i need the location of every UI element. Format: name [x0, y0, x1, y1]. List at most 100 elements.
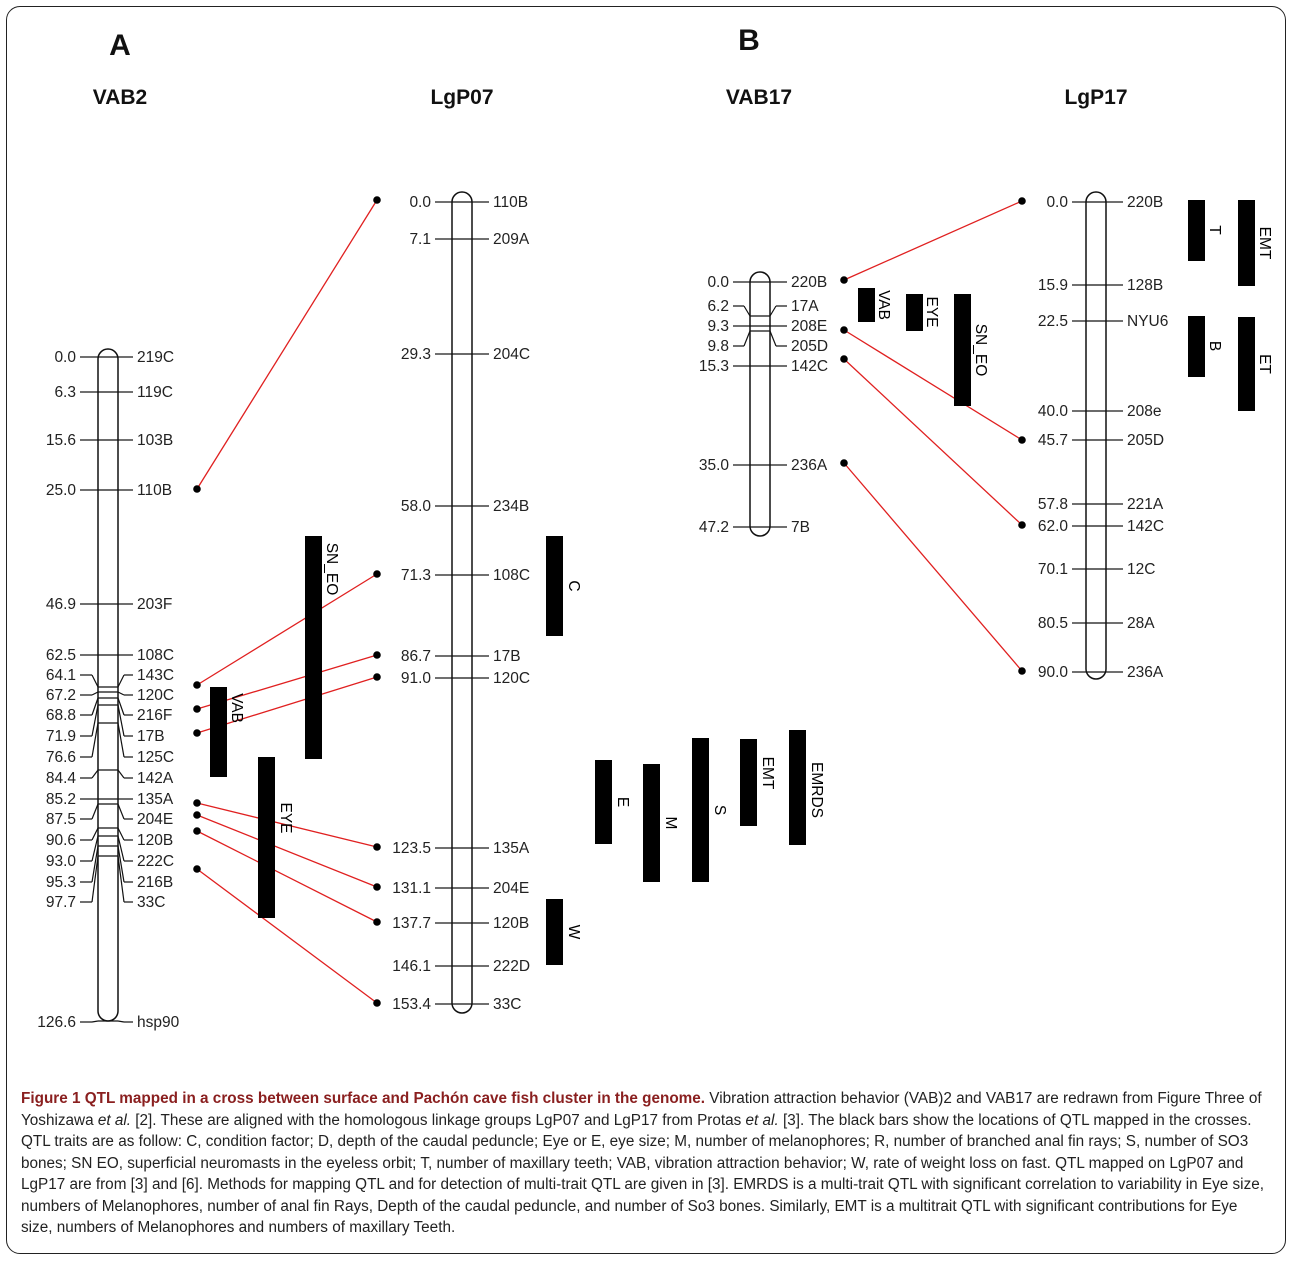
marker-name: 108C: [493, 567, 530, 584]
marker-name: 120C: [493, 670, 530, 687]
chromosome-vab2: [97, 348, 119, 1022]
marker-pos: 71.9: [46, 728, 76, 745]
marker-name: NYU6: [1127, 313, 1168, 330]
qtl-bar: [305, 536, 322, 759]
marker-pos: 25.0: [46, 482, 77, 499]
qtl-label-sn-eo-vab2: SN_EO: [323, 543, 340, 596]
marker-leader: [117, 674, 125, 688]
marker-dot: [840, 355, 848, 363]
marker-pos: 9.8: [707, 338, 729, 355]
qtl-label-w: W: [565, 925, 582, 940]
marker-name: 222C: [137, 853, 174, 870]
marker-pos: 6.2: [707, 298, 729, 315]
marker-pos: 46.9: [46, 596, 76, 613]
marker-pos: 29.3: [401, 346, 431, 363]
marker-pos: 87.5: [46, 811, 76, 828]
marker-pos: 80.5: [1038, 615, 1068, 632]
marker-pos: 68.8: [46, 707, 76, 724]
marker-pos: 71.3: [401, 567, 431, 584]
chromosome-vab17: [749, 271, 771, 537]
figure-caption: Figure 1 QTL mapped in a cross between s…: [21, 1088, 1273, 1239]
marker-name: 135A: [493, 840, 530, 857]
marker-pos: 67.2: [46, 687, 76, 704]
homology-link: [196, 814, 378, 888]
marker-dot: [193, 865, 201, 873]
marker-leader: [117, 835, 125, 862]
marker-name: 12C: [1127, 561, 1155, 578]
panel-label-a: A: [109, 29, 131, 62]
marker-name: 204C: [493, 346, 530, 363]
marker-name: 110B: [137, 482, 172, 499]
marker-leader: [743, 330, 751, 347]
marker-pos: 90.0: [1038, 664, 1069, 681]
marker-leader: [117, 855, 125, 903]
marker-leader: [91, 845, 99, 883]
marker-pos: 0.0: [1046, 194, 1068, 211]
marker-name: 143C: [137, 667, 174, 684]
marker-leader: [91, 691, 99, 696]
qtl-label-eye-vab17: EYE: [923, 296, 940, 327]
qtl-label-eye-vab2: EYE: [277, 802, 294, 833]
marker-name: 119C: [137, 384, 173, 401]
marker-name: 33C: [137, 894, 165, 911]
marker-leader: [117, 845, 125, 883]
marker-pos: 76.6: [46, 749, 76, 766]
marker-dot: [193, 485, 201, 493]
marker-name: 120B: [493, 915, 529, 932]
marker-dot: [840, 276, 848, 284]
qtl-label-emrds: EMRDS: [808, 762, 825, 818]
marker-name: 120C: [137, 687, 174, 704]
marker-name: 236A: [1127, 664, 1164, 681]
marker-pos: 6.3: [54, 384, 76, 401]
marker-dot: [193, 799, 201, 807]
marker-pos: 35.0: [699, 457, 730, 474]
qtl-bar: [1188, 200, 1205, 261]
marker-pos: 47.2: [699, 519, 729, 536]
marker-leader: [117, 1020, 125, 1023]
marker-leader: [117, 697, 125, 716]
homology-link: [196, 830, 378, 923]
qtl-label-m: M: [662, 817, 679, 830]
qtl-bar: [210, 687, 227, 777]
marker-dot: [1018, 197, 1026, 205]
caption-body: Vibration attraction behavior (VAB)2 and…: [21, 1090, 1262, 1129]
marker-dot: [840, 459, 848, 467]
marker-pos: 62.5: [46, 647, 76, 664]
qtl-label-vab-vab17: VAB: [875, 290, 892, 320]
marker-dot: [373, 883, 381, 891]
marker-name: 205D: [791, 338, 828, 355]
marker-leader: [769, 330, 777, 347]
marker-name: 209A: [493, 231, 530, 248]
marker-name: 108C: [137, 647, 174, 664]
qtl-label-b: B: [1206, 341, 1223, 351]
marker-pos: 62.0: [1038, 518, 1069, 535]
qtl-linkage-diagram: A B VAB2 LgP07 VAB17 LgP17 0.0 219C 6.3 …: [37, 24, 1273, 1031]
marker-name: 208E: [791, 318, 827, 335]
qtl-bar: [1238, 200, 1255, 286]
marker-name: 28A: [1127, 615, 1155, 632]
marker-leader: [769, 305, 777, 317]
qtl-bar: [789, 730, 806, 845]
marker-dot: [373, 843, 381, 851]
qtl-label-vab-vab2: VAB: [228, 693, 245, 723]
marker-pos: 15.3: [699, 358, 729, 375]
qtl-bar: [258, 757, 275, 918]
marker-dot: [193, 827, 201, 835]
marker-name: 203F: [137, 596, 172, 613]
marker-dot: [373, 196, 381, 204]
panel-label-b: B: [738, 24, 760, 57]
marker-name: 222D: [493, 958, 530, 975]
marker-name: 17A: [791, 298, 819, 315]
homology-link: [843, 200, 1023, 281]
marker-leader: [117, 691, 125, 696]
marker-leader: [117, 769, 125, 779]
map-title-lgp17: LgP17: [1064, 86, 1127, 109]
marker-pos: 97.7: [46, 894, 76, 911]
qtl-label-t: T: [1206, 225, 1223, 235]
marker-name: 234B: [493, 498, 529, 515]
marker-dot: [193, 811, 201, 819]
marker-name: 142C: [1127, 518, 1164, 535]
marker-pos: 64.1: [46, 667, 76, 684]
marker-dot: [373, 570, 381, 578]
marker-pos: 9.3: [707, 318, 729, 335]
